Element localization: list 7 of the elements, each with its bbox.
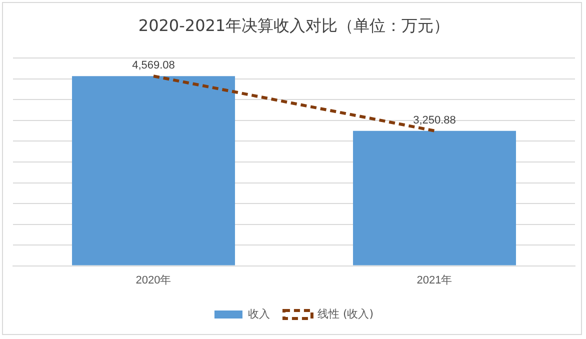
x-tick-label: 2020年 [136,274,172,286]
chart-title: 2020-2021年决算收入对比（单位：万元） [138,16,450,35]
data-label: 4,569.08 [132,60,175,72]
legend-label: 收入 [248,307,270,320]
x-tick-label: 2021年 [416,274,452,286]
data-label: 3,250.88 [413,114,456,126]
legend-label: 线性 (收入) [317,307,374,320]
